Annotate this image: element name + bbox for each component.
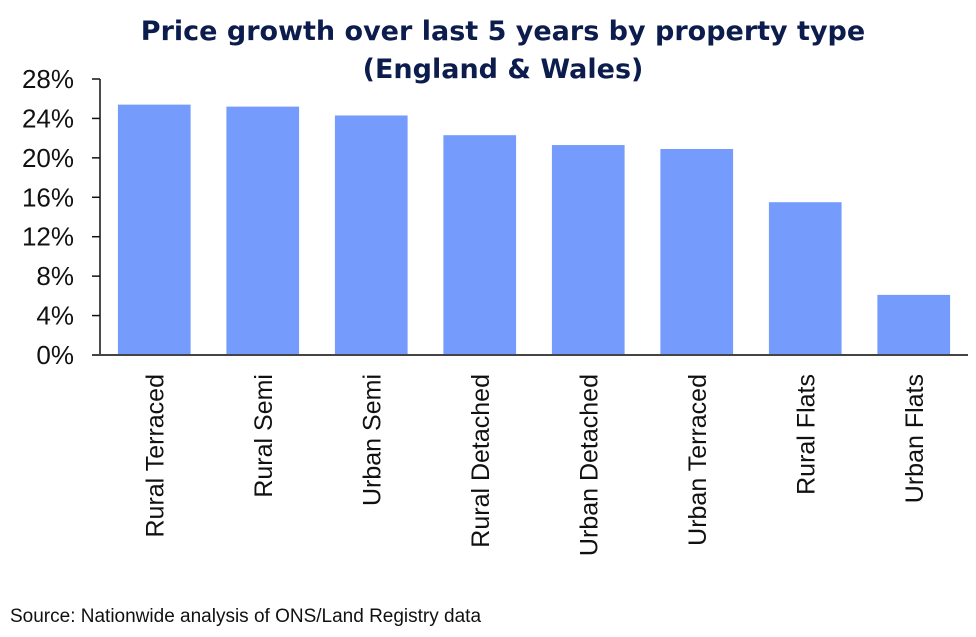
bars-group — [117, 104, 951, 355]
source-note: Source: Nationwide analysis of ONS/Land … — [10, 606, 481, 627]
x-axis: Rural Terraced Rural Semi Urban Semi Rural … — [92, 354, 968, 556]
bar-urban-flats — [877, 294, 951, 355]
bar-urban-detached — [551, 145, 625, 355]
x-tick-label: Rural Semi — [250, 374, 278, 498]
chart-subtitle: (England & Wales) — [363, 54, 644, 85]
x-tick-label: Urban Detached — [575, 374, 603, 556]
y-tick-label: 0% — [36, 340, 74, 370]
y-axis: 0% 4% 8% 12% 16% 20% 24% 28% — [22, 64, 101, 370]
bar-urban-terraced — [660, 148, 734, 355]
bar-urban-semi — [334, 115, 408, 355]
bar-rural-semi — [226, 106, 300, 355]
y-tick-label: 28% — [22, 64, 74, 94]
x-tick-label: Urban Flats — [901, 374, 929, 503]
bar-rural-detached — [443, 135, 517, 355]
x-tick-label: Rural Flats — [792, 374, 820, 495]
y-tick-label: 20% — [22, 143, 74, 173]
chart-title: Price growth over last 5 years by proper… — [141, 16, 865, 47]
x-tick-label: Rural Detached — [467, 374, 495, 548]
y-tick-label: 12% — [22, 222, 74, 252]
x-tick-label: Urban Terraced — [684, 374, 712, 546]
y-tick-label: 4% — [36, 301, 74, 331]
y-tick-label: 8% — [36, 261, 74, 291]
x-tick-label: Rural Terraced — [141, 374, 169, 538]
x-tick-label: Urban Semi — [358, 374, 386, 506]
y-tick-label: 24% — [22, 103, 74, 133]
bar-rural-terraced — [117, 104, 191, 355]
bar-rural-flats — [768, 202, 842, 355]
y-tick-label: 16% — [22, 182, 74, 212]
